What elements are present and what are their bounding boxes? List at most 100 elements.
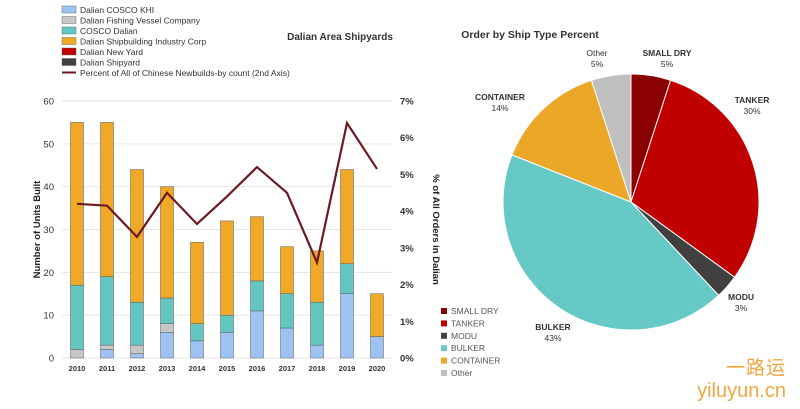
legend-swatch [441, 370, 447, 376]
bar-segment-dalian-shipbuilding-industry-corp [280, 246, 294, 294]
pie-label: BULKER [535, 322, 570, 332]
legend-label: Dalian Shipyard [80, 58, 140, 68]
legend-swatch [441, 320, 447, 327]
bar-segment-dalian-cosco-khi [160, 332, 174, 359]
y-tick-label: 0 [49, 354, 54, 365]
pie-legend: SMALL DRY TANKER MODU BULKER CONTAINER Other [441, 306, 500, 378]
legend-swatch [61, 5, 77, 14]
legend-swatch [61, 58, 77, 66]
bar-segment-cosco-dalian [310, 302, 324, 346]
x-tick-label: 2012 [129, 364, 146, 373]
bar-segment-dalian-shipbuilding-industry-corp [250, 216, 264, 282]
bar-segment-dalian-shipbuilding-industry-corp [310, 250, 324, 303]
watermark-en: yiluyun.cn [697, 380, 786, 402]
pie-percent-label: 30% [743, 106, 760, 116]
legend-label: Dalian COSCO KHI [80, 5, 154, 15]
bar-segment-dalian-fishing-vessel-company [130, 344, 144, 354]
bar-segment-dalian-shipbuilding-industry-corp [160, 186, 174, 299]
legend-swatch [441, 332, 447, 339]
pie-chart-title: Order by Ship Type Percent [461, 29, 599, 41]
legend-swatch [441, 345, 447, 352]
x-tick-label: 2019 [339, 364, 356, 373]
bar-chart-title: Dalian Area Shipyards [287, 32, 393, 43]
bar-segment-cosco-dalian [70, 284, 84, 350]
pie-label: Other [586, 48, 607, 58]
bar-segment-cosco-dalian [220, 314, 234, 333]
watermark-cn: 一路运 [725, 357, 786, 379]
bar-segment-dalian-cosco-khi [340, 293, 354, 359]
bar-segment-dalian-cosco-khi [130, 353, 144, 359]
pie-percent-label: 43% [544, 333, 561, 343]
y2-tick-label: 7% [400, 97, 414, 108]
y-tick-label: 30 [43, 225, 54, 236]
x-tick-label: 2017 [279, 364, 296, 373]
y2-tick-label: 5% [400, 170, 414, 181]
legend-swatch [61, 16, 77, 24]
bar-chart: 0 10 20 30 40 50 60 0% 1% 2% 3% 4% 5% 6% 7% Number of U… [32, 5, 441, 373]
y2-tick-label: 1% [400, 317, 414, 328]
bar-segment-dalian-cosco-khi [280, 327, 294, 359]
bar-segment-cosco-dalian [280, 293, 294, 329]
bar-segment-dalian-fishing-vessel-company [100, 344, 114, 350]
bar-segment-dalian-cosco-khi [100, 349, 114, 359]
bar-segment-dalian-fishing-vessel-company [70, 349, 84, 359]
legend-swatch [441, 308, 447, 314]
x-tick-label: 2020 [369, 364, 386, 373]
y2-axis-title: % of All Orders in Dalian [430, 174, 441, 285]
pie-slice-tanker [630, 79, 760, 278]
x-tick-label: 2016 [249, 364, 266, 373]
x-tick-label: 2018 [309, 364, 326, 373]
bar-segment-cosco-dalian [340, 263, 354, 294]
y2-tick-label: 6% [400, 133, 414, 144]
legend-swatch [61, 26, 77, 35]
y2-tick-label: 0% [400, 354, 414, 365]
pie-label: MODU [728, 292, 754, 302]
y-tick-label: 20 [43, 268, 54, 279]
x-tick-label: 2011 [99, 364, 115, 373]
y-tick-label: 50 [43, 139, 54, 150]
pie-label: CONTAINER [475, 92, 525, 102]
bar-segment-dalian-shipbuilding-industry-corp [220, 220, 234, 316]
bar-segment-dalian-shipbuilding-industry-corp [340, 169, 354, 265]
pie-percent-label: 14% [491, 103, 508, 113]
y-axis-title: Number of Units Built [32, 180, 43, 278]
bar-segment-dalian-cosco-khi [370, 336, 384, 359]
legend-label: CONTAINER [451, 356, 500, 366]
bar-segment-dalian-shipbuilding-industry-corp [190, 242, 204, 324]
y-tick-label: 40 [43, 182, 54, 193]
y2-tick-label: 4% [400, 207, 414, 218]
pie-percent-label: 5% [661, 59, 674, 69]
legend-label: Dalian Fishing Vessel Company [80, 16, 201, 26]
legend-label: SMALL DRY [451, 306, 499, 316]
x-tick-label: 2015 [219, 364, 236, 373]
x-tick-label: 2014 [189, 364, 207, 373]
pie-slice-other [590, 73, 632, 203]
x-tick-label: 2013 [159, 364, 176, 373]
bar-segment-cosco-dalian [190, 323, 204, 342]
legend-swatch [61, 37, 77, 45]
bar-segment-cosco-dalian [130, 302, 144, 346]
pie-label: SMALL DRY [642, 48, 691, 58]
y-tick-label: 60 [43, 97, 54, 108]
pie-label: TANKER [735, 95, 770, 105]
pie-percent-label: 3% [735, 303, 748, 313]
legend-label: Dalian New Yard [80, 47, 143, 57]
y2-tick-label: 3% [400, 243, 414, 254]
legend-label: Other [451, 368, 472, 378]
pie-percent-label: 5% [591, 59, 604, 69]
pie-slice-bulker [502, 154, 720, 331]
legend-label: Percent of All of Chinese Newbuilds-by c… [80, 68, 290, 78]
legend-swatch [61, 47, 77, 56]
bar-segment-dalian-fishing-vessel-company [160, 323, 174, 333]
bar-segment-dalian-cosco-khi [250, 310, 264, 359]
bar-segment-cosco-dalian [250, 280, 264, 312]
legend-label: BULKER [451, 343, 485, 353]
bar-segment-cosco-dalian [160, 297, 174, 324]
bar-segment-dalian-shipbuilding-industry-corp [370, 293, 384, 337]
bar-segment-dalian-cosco-khi [220, 332, 234, 359]
bar-segment-dalian-cosco-khi [310, 344, 324, 359]
watermark: 一路运 yiluyun.cn [697, 353, 786, 403]
legend-label: TANKER [451, 318, 485, 328]
